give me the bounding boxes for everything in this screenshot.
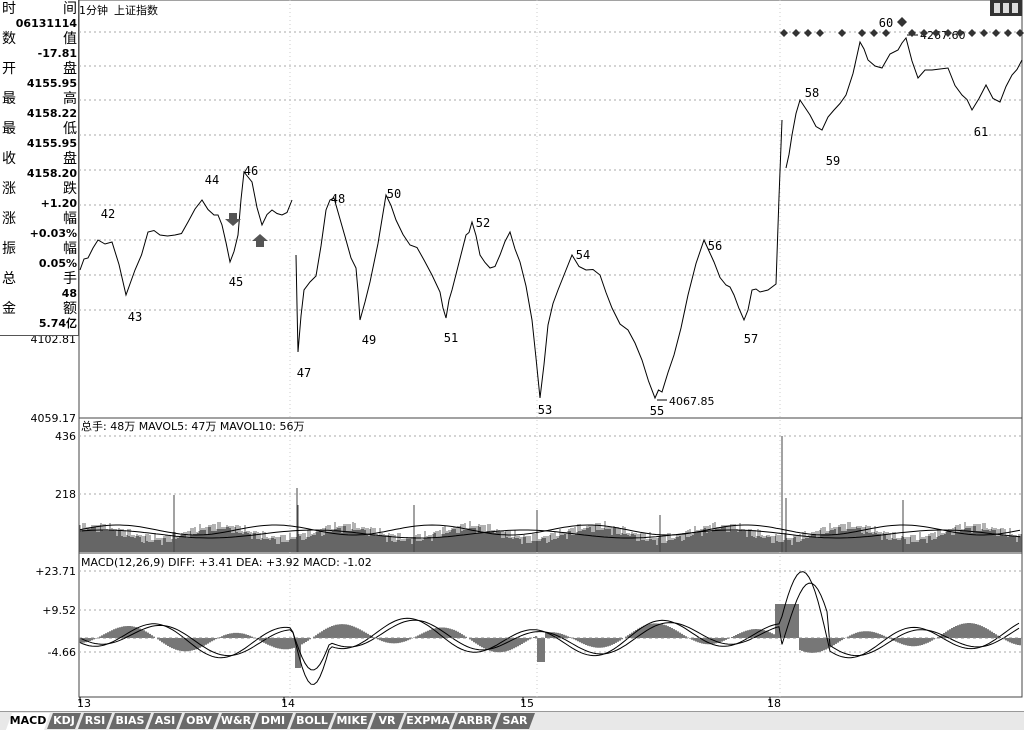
macd-y-label: -4.66 — [48, 646, 76, 659]
signal-diamond-icon — [816, 29, 824, 37]
tab-bias[interactable]: BIAS — [109, 713, 151, 729]
signal-diamond-icon — [956, 29, 964, 37]
wave-label: 47 — [297, 366, 311, 380]
signal-diamond-icon — [932, 29, 940, 37]
x-axis-label: 13 — [77, 697, 91, 710]
wave-label: 57 — [744, 332, 758, 346]
window-controls[interactable] — [990, 0, 1022, 16]
volume-bars — [79, 521, 1022, 552]
x-axis-label: 15 — [520, 697, 534, 710]
wave-label: 48 — [331, 192, 345, 206]
tab-mike[interactable]: MIKE — [331, 713, 373, 729]
tab-expma[interactable]: EXPMA — [401, 713, 455, 729]
x-axis-label: 18 — [767, 697, 781, 710]
indicator-tabs: MACD KDJ RSI BIAS ASI OBV W&R DMI BOLL MIKE VR EXPM… — [0, 711, 1024, 730]
price-line — [785, 36, 1023, 169]
wave-label: 60 — [879, 16, 893, 30]
wave-label: 46 — [244, 164, 258, 178]
signal-diamond-icon — [920, 29, 928, 37]
tab-kdj[interactable]: KDJ — [47, 713, 81, 729]
up-arrow-icon — [252, 234, 268, 247]
signal-diamond-icon — [1016, 29, 1024, 37]
macd-histogram — [79, 604, 1021, 668]
chart-header: 1分钟 上证指数 — [79, 2, 158, 18]
tab-dmi[interactable]: DMI — [253, 713, 293, 729]
price-line — [295, 119, 783, 400]
tab-rsi[interactable]: RSI — [78, 713, 112, 729]
down-arrow-icon — [225, 213, 241, 226]
signal-diamond-icon — [1004, 29, 1012, 37]
wave-label: 56 — [708, 239, 722, 253]
mavol5-line — [79, 524, 1021, 536]
info-change: 涨 跌 +1.20 — [2, 181, 77, 211]
info-value: 数 值 -17.81 — [2, 31, 77, 61]
signal-diamond-icon — [968, 29, 976, 37]
info-total-hands: 总 手 48 — [2, 271, 77, 301]
price-annotation: 4267.60 — [920, 29, 966, 42]
tab-sar[interactable]: SAR — [495, 713, 535, 729]
info-time: 时 间 06131114 — [2, 1, 77, 31]
info-low: 最 低 4155.95 — [2, 121, 77, 151]
wave-label: 44 — [205, 173, 219, 187]
info-close: 收 盘 4158.20 — [2, 151, 77, 181]
signal-diamond-icon — [897, 17, 907, 27]
wave-label: 52 — [476, 216, 490, 230]
price-y-label: 4102.81 — [31, 333, 77, 346]
signal-diamond-icon — [992, 29, 1000, 37]
stock-chart[interactable]: 4102.81 4059.17 436 218 +23.71 +9.52 -4.66 总手: … — [0, 0, 1024, 711]
volume-title: 总手: 48万 MAVOL5: 47万 MAVOL10: 56万 — [81, 419, 304, 433]
tab-boll[interactable]: BOLL — [290, 713, 334, 729]
signal-diamond-icon — [780, 29, 788, 37]
signal-diamond-icon — [908, 29, 916, 37]
index-name: 上证指数 — [114, 4, 158, 17]
info-open: 开 盘 4155.95 — [2, 61, 77, 91]
wave-label: 45 — [229, 275, 243, 289]
tab-asi[interactable]: ASI — [148, 713, 182, 729]
tab-macd[interactable]: MACD — [6, 713, 50, 730]
wave-label: 42 — [101, 207, 115, 221]
info-high: 最 高 4158.22 — [2, 91, 77, 121]
wave-label: 54 — [576, 248, 590, 262]
wave-label: 51 — [444, 331, 458, 345]
wave-label: 61 — [974, 125, 988, 139]
volume-y-label: 218 — [55, 488, 76, 501]
info-amount: 金 额 5.74亿 — [2, 301, 77, 331]
tab-wr[interactable]: W&R — [216, 713, 256, 729]
wave-label: 53 — [538, 403, 552, 417]
quote-info-panel: 时 间 06131114 数 值 -17.81 开 盘 4155.95 最 高 … — [0, 0, 79, 336]
macd-y-label: +23.71 — [35, 565, 76, 578]
mavol10-line — [79, 529, 1021, 539]
wave-label: 58 — [805, 86, 819, 100]
price-y-label: 4059.17 — [31, 412, 77, 425]
info-change-pct: 涨 幅 +0.03% — [2, 211, 77, 241]
tab-vr[interactable]: VR — [370, 713, 404, 729]
wave-label: 50 — [387, 187, 401, 201]
signal-diamond-icon — [858, 29, 866, 37]
tab-arbr[interactable]: ARBR — [452, 713, 498, 729]
period-label[interactable]: 1分钟 — [79, 4, 108, 17]
signal-diamond-icon — [804, 29, 812, 37]
price-line — [79, 170, 293, 297]
macd-y-label: +9.52 — [42, 604, 76, 617]
x-axis-label: 14 — [281, 697, 295, 710]
wave-label: 55 — [650, 404, 664, 418]
signal-diamond-icon — [870, 29, 878, 37]
wave-label: 49 — [362, 333, 376, 347]
signal-diamond-icon — [980, 29, 988, 37]
signal-diamond-icon — [792, 29, 800, 37]
price-annotation: 4067.85 — [669, 395, 715, 408]
macd-diff-line — [79, 571, 1020, 685]
signal-diamond-icon — [838, 29, 846, 37]
wave-label: 59 — [826, 154, 840, 168]
tab-obv[interactable]: OBV — [179, 713, 219, 729]
volume-y-label: 436 — [55, 430, 76, 443]
signal-diamond-icon — [944, 29, 952, 37]
wave-label: 43 — [128, 310, 142, 324]
chart-frame — [78, 0, 1023, 698]
macd-dea-line — [79, 582, 1020, 671]
macd-title: MACD(12,26,9) DIFF: +3.41 DEA: +3.92 MAC… — [81, 556, 372, 569]
signal-diamond-icon — [882, 29, 890, 37]
info-amplitude: 振 幅 0.05% — [2, 241, 77, 271]
